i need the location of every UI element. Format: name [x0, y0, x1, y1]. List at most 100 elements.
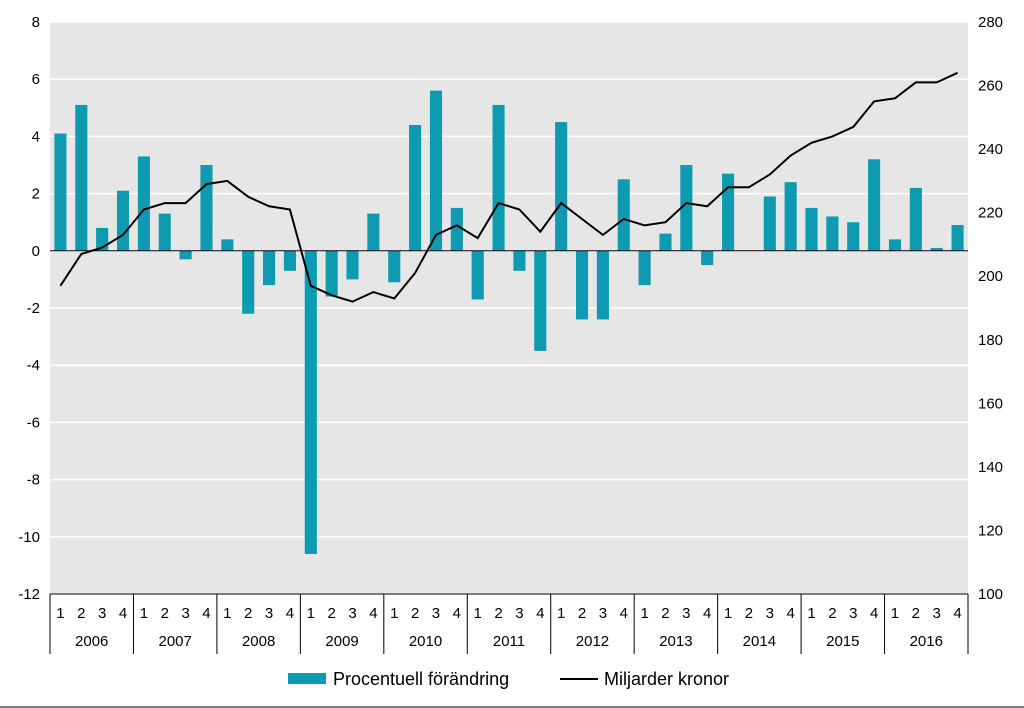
quarter-label: 1: [140, 605, 148, 622]
right-tick-label: 260: [978, 78, 1003, 95]
quarter-label: 2: [411, 605, 419, 622]
left-tick-label: 2: [32, 186, 40, 203]
bar: [575, 250, 589, 320]
left-tick-label: 8: [32, 14, 40, 31]
bar: [826, 216, 839, 251]
year-label: 2011: [493, 633, 525, 650]
quarter-label: 2: [77, 605, 85, 622]
bar: [54, 133, 67, 251]
bar: [534, 250, 547, 351]
left-tick-label: -12: [18, 586, 40, 603]
bar: [680, 165, 693, 251]
right-tick-label: 220: [978, 205, 1003, 222]
bar: [909, 187, 922, 251]
left-axis-ticks: -12 -10 -8 -6 -4 -2 0 2 4 6 8: [18, 14, 40, 603]
bar: [784, 182, 797, 251]
year-label: 2009: [325, 633, 358, 650]
bar: [596, 250, 609, 320]
bar: [75, 104, 88, 251]
quarter-label: 2: [745, 605, 753, 622]
right-tick-label: 240: [978, 141, 1003, 158]
right-tick-label: 200: [978, 268, 1003, 285]
quarter-label: 4: [286, 605, 294, 622]
quarter-label: 3: [766, 605, 774, 622]
bar: [513, 250, 526, 271]
quarter-label: 3: [265, 605, 273, 622]
quarter-label: 2: [244, 605, 252, 622]
right-tick-label: 280: [978, 14, 1003, 31]
quarter-label: 3: [515, 605, 523, 622]
left-tick-label: -10: [18, 529, 40, 546]
bar: [847, 222, 860, 251]
quarter-label: 3: [181, 605, 189, 622]
bar: [763, 196, 776, 251]
quarter-label: 4: [453, 605, 461, 622]
quarter-label: 2: [912, 605, 920, 622]
bar: [346, 250, 359, 280]
quarter-label: 1: [724, 605, 732, 622]
quarter-label: 4: [202, 605, 210, 622]
bar: [930, 247, 943, 251]
quarter-label: 2: [327, 605, 335, 622]
right-tick-label: 120: [978, 522, 1003, 539]
bar: [868, 159, 881, 251]
right-tick-label: 160: [978, 395, 1003, 412]
quarter-label: 4: [119, 605, 127, 622]
left-tick-label: -6: [27, 414, 40, 431]
quarter-label: 1: [390, 605, 398, 622]
quarter-label: 2: [661, 605, 669, 622]
year-label: 2007: [158, 633, 191, 650]
left-tick-label: 0: [32, 243, 40, 260]
left-tick-label: 4: [32, 128, 40, 145]
line-series: [59, 71, 959, 303]
bar: [388, 250, 401, 283]
bar: [659, 233, 672, 251]
right-tick-label: 180: [978, 332, 1003, 349]
year-label: 2015: [826, 633, 859, 650]
quarter-label: 1: [640, 605, 648, 622]
quarter-label: 1: [307, 605, 315, 622]
bar: [409, 124, 422, 251]
quarter-label: 4: [953, 605, 961, 622]
right-axis-ticks: 100 120 140 160 180 200 220 240 260 280: [978, 14, 1003, 603]
bar: [701, 250, 714, 266]
year-label: 2008: [242, 633, 275, 650]
year-label: 2006: [75, 633, 108, 650]
bar: [283, 250, 296, 271]
quarter-label: 4: [369, 605, 377, 622]
quarter-label: 3: [933, 605, 941, 622]
year-label: 2014: [743, 633, 776, 650]
bar: [158, 213, 171, 251]
bar: [450, 207, 463, 251]
right-tick-label: 100: [978, 586, 1003, 603]
quarter-label: 1: [56, 605, 64, 622]
quarter-label: 1: [891, 605, 899, 622]
year-label: 2016: [910, 633, 943, 650]
quarter-label: 2: [828, 605, 836, 622]
bar: [179, 250, 192, 260]
quarter-label: 3: [98, 605, 106, 622]
quarter-label: 4: [703, 605, 711, 622]
quarter-label: 3: [348, 605, 356, 622]
legend: Procentuell förändring Miljarder kronor: [288, 669, 729, 689]
quarter-label: 4: [870, 605, 878, 622]
bar: [951, 225, 964, 251]
bar: [367, 213, 380, 251]
quarter-label: 2: [578, 605, 586, 622]
left-tick-label: -4: [27, 357, 40, 374]
quarter-label: 1: [807, 605, 815, 622]
left-tick-label: -8: [27, 472, 40, 489]
legend-bar-label: Procentuell förändring: [333, 669, 509, 689]
bar: [638, 250, 651, 286]
quarter-label: 1: [223, 605, 231, 622]
bar: [242, 250, 255, 314]
quarter-label: 3: [849, 605, 857, 622]
left-tick-label: -2: [27, 300, 40, 317]
bar: [471, 250, 484, 300]
year-label: 2012: [576, 633, 609, 650]
bar: [492, 104, 505, 251]
bar: [304, 250, 317, 554]
bar: [722, 173, 735, 251]
